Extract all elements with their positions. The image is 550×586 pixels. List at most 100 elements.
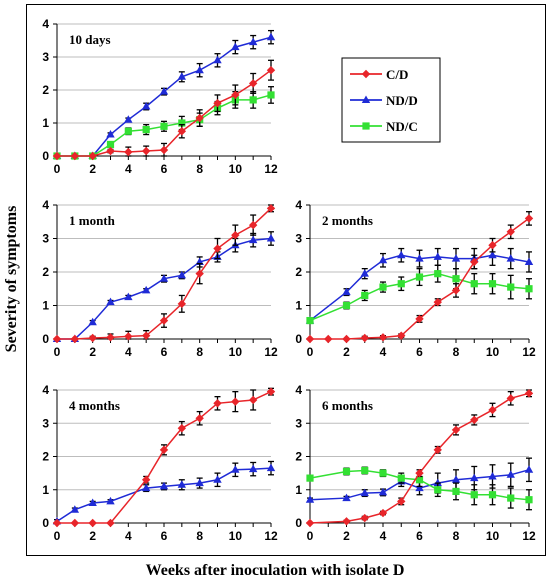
y-tick-label: 4 [42,383,49,397]
series-c-d [305,389,534,528]
data-point [470,491,478,499]
y-tick-label: 3 [42,416,49,430]
legend-label: C/D [386,67,408,82]
data-point [379,469,387,477]
data-point [266,32,276,41]
y-tick-label: 4 [42,17,49,31]
data-point [488,241,497,250]
data-point [434,270,442,278]
x-tick-label: 8 [196,529,203,543]
data-point [379,283,387,291]
data-point [70,334,80,344]
data-point [397,497,406,506]
data-point [306,474,314,482]
data-point [159,481,169,490]
data-point [451,286,461,295]
data-point [124,127,132,135]
data-point [52,334,62,344]
x-tick-label: 8 [453,345,460,359]
data-point [213,99,222,108]
data-point [415,273,424,281]
data-point [305,518,315,528]
x-tick-label: 2 [343,529,350,543]
series-nd-d [52,29,276,159]
data-point [141,331,151,340]
data-point [415,254,424,262]
data-point [267,91,275,99]
data-point [142,126,150,134]
data-point [124,147,133,157]
data-point [70,151,80,161]
data-point [360,333,369,343]
data-point [248,464,258,473]
data-point [141,102,151,110]
data-point [361,466,369,475]
panel-title: 1 month [69,213,116,228]
data-point [231,90,240,100]
data-point [506,227,515,236]
data-point [106,130,115,138]
data-point [451,475,461,483]
data-point [506,394,515,403]
data-point [159,274,169,282]
data-point [470,280,478,288]
data-point [248,37,258,46]
data-point [106,496,115,505]
data-point [248,395,258,405]
x-tick-label: 2 [343,345,350,359]
data-point [213,244,222,253]
y-tick-label: 4 [295,383,302,397]
data-point [470,415,479,425]
y-tick-label: 3 [295,232,302,246]
data-point [249,96,257,104]
legend-label: ND/C [386,119,418,134]
y-tick-label: 0 [295,332,302,346]
y-tick-label: 3 [42,50,49,64]
data-point [213,475,222,483]
y-tick-label: 2 [42,265,49,279]
data-point [231,42,240,51]
data-point [177,270,187,279]
data-point [342,467,351,476]
data-point [361,291,369,300]
x-tick-label: 0 [307,529,314,543]
data-point [124,292,133,301]
data-point [305,495,315,503]
x-tick-label: 8 [453,529,460,543]
data-point [488,250,497,259]
data-point [141,483,151,492]
x-tick-label: 4 [380,345,387,359]
data-point [159,87,169,95]
y-tick-label: 1 [295,299,302,313]
data-point [433,252,442,260]
data-point [159,145,169,155]
data-point [266,463,276,472]
data-point [231,230,240,240]
data-point [177,299,187,309]
y-tick-label: 0 [42,332,49,346]
series-nd-c [306,466,533,511]
panel-title: 6 months [322,398,373,413]
data-point [106,333,115,342]
x-tick-label: 10 [486,345,500,359]
data-point [397,331,406,340]
data-point [70,518,80,528]
series-line [309,254,530,322]
series-nd-d [52,460,276,525]
data-point [470,473,479,482]
x-tick-label: 6 [416,345,423,359]
y-tick-label: 1 [295,483,302,497]
x-tick-label: 4 [125,162,132,176]
data-point [306,316,314,325]
legend: C/D ND/D ND/C [341,57,441,143]
x-tick-label: 0 [307,345,314,359]
data-point [88,151,97,161]
data-point [488,280,497,288]
data-point [159,316,169,325]
data-point [397,280,405,288]
y-tick-label: 1 [42,483,49,497]
data-point [248,220,258,230]
y-tick-label: 2 [295,265,302,279]
